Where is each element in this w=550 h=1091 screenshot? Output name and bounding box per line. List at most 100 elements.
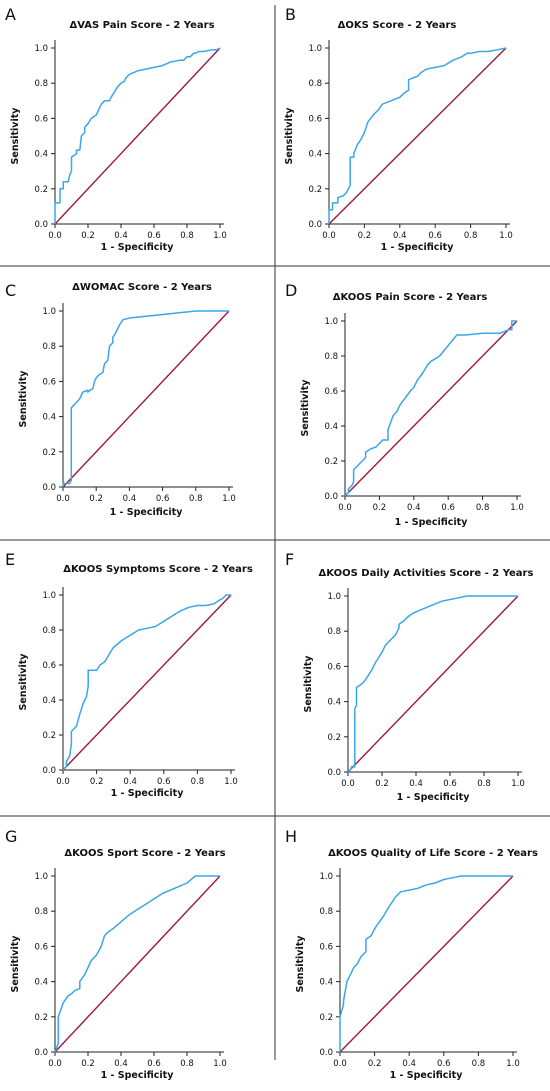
reference-line-a [54, 47, 221, 225]
y-tick-label: 0.6 [34, 114, 48, 124]
y-tick-label: 0.6 [327, 662, 341, 672]
panel-letter-g: G [5, 827, 17, 846]
panel-letter-d: D [285, 281, 297, 300]
y-tick-label: 0.2 [42, 448, 56, 458]
y-tick-label: 0.6 [42, 377, 56, 387]
y-tick-label: 0.8 [34, 79, 48, 89]
roc-curve-a [54, 47, 221, 224]
y-tick-label: 0.8 [308, 79, 322, 89]
y-tick-label: 0.2 [327, 733, 341, 743]
x-tick-label: 0.4 [393, 231, 407, 241]
x-tick-label: 0.0 [333, 1059, 347, 1069]
x-tick-label: 0.4 [123, 494, 137, 504]
y-tick-label: 0.8 [42, 626, 56, 636]
y-tick-label: 0.0 [308, 220, 322, 230]
x-axis-label-e: 1 - Specificity [111, 788, 185, 799]
x-axis-label-b: 1 - Specificity [381, 242, 455, 253]
chart-title-b: ΔOKS Score - 2 Years [338, 20, 457, 31]
x-tick-label: 1.0 [511, 779, 525, 789]
y-tick-label: 0.0 [319, 1048, 333, 1058]
y-axis-label-a: Sensitivity [10, 107, 21, 165]
x-tick-label: 0.8 [189, 494, 203, 504]
y-axis-label-d: Sensitivity [300, 379, 311, 437]
y-tick-label: 0.2 [324, 457, 338, 467]
x-tick-label: 1.0 [510, 503, 524, 513]
chart-panel-f: F ΔKOOS Daily Activities Score - 2 Years 0… [285, 550, 533, 803]
x-tick-label: 1.0 [222, 494, 236, 504]
y-tick-label: 0.4 [42, 696, 56, 706]
chart-panel-a: A ΔVAS Pain Score - 2 Years 0.0 0.2 0.4 0.6 0.… [5, 5, 227, 253]
y-tick-label: 0.6 [319, 942, 333, 952]
x-tick-label: 0.2 [358, 231, 372, 241]
reference-line-g [54, 875, 221, 1053]
x-tick-label: 0.8 [191, 777, 205, 787]
x-tick-label: 0.6 [441, 503, 455, 513]
panel-letter-e: E [5, 550, 15, 569]
x-axis-label-d: 1 - Specificity [395, 517, 469, 528]
y-tick-label: 0.0 [42, 483, 56, 493]
y-tick-label: 0.4 [34, 978, 48, 988]
y-tick-label: 1.0 [308, 44, 322, 54]
chart-panel-b: B ΔOKS Score - 2 Years 0.0 0.2 0.4 0.6 0.8 1.0 0… [284, 5, 513, 253]
x-axis-label-g: 1 - Specificity [101, 1070, 175, 1081]
roc-curve-d [344, 320, 517, 497]
chart-title-f: ΔKOOS Daily Activities Score - 2 Years [319, 568, 534, 579]
x-tick-label: 0.4 [402, 1059, 416, 1069]
y-axis-label-b: Sensitivity [284, 107, 295, 165]
y-tick-label: 1.0 [319, 872, 333, 882]
y-tick-label: 0.4 [324, 422, 338, 432]
chart-title-e: ΔKOOS Symptoms Score - 2 Years [63, 564, 253, 575]
x-tick-label: 0.8 [472, 1059, 486, 1069]
y-tick-label: 0.4 [327, 698, 341, 708]
x-tick-label: 0.6 [147, 1059, 161, 1069]
x-tick-label: 0.8 [180, 231, 194, 241]
roc-curve-f [347, 595, 518, 773]
x-tick-label: 0.6 [156, 494, 170, 504]
y-tick-label: 0.8 [319, 907, 333, 917]
y-tick-label: 1.0 [42, 591, 56, 601]
x-tick-label: 0.0 [322, 231, 336, 241]
x-axis-label-a: 1 - Specificity [101, 242, 175, 253]
y-tick-label: 1.0 [42, 307, 56, 317]
chart-panel-d: D ΔKOOS Pain Score - 2 Years 0.0 0.2 0.4 0.6 0… [285, 281, 524, 528]
reference-line-d [344, 320, 518, 497]
y-tick-label: 0.6 [324, 387, 338, 397]
x-tick-label: 0.2 [81, 1059, 95, 1069]
x-tick-label: 0.0 [341, 779, 355, 789]
reference-line-c [62, 310, 230, 488]
panel-letter-a: A [5, 5, 16, 24]
panel-letter-f: F [285, 550, 294, 569]
x-tick-label: 1.0 [499, 231, 513, 241]
x-tick-label: 0.8 [477, 779, 491, 789]
x-tick-label: 0.4 [123, 777, 137, 787]
roc-curve-c [62, 310, 229, 487]
y-tick-label: 0.8 [324, 352, 338, 362]
x-tick-label: 0.2 [375, 779, 389, 789]
y-tick-label: 0.2 [308, 185, 322, 195]
y-tick-label: 1.0 [34, 44, 48, 54]
x-tick-label: 0.2 [89, 494, 103, 504]
y-tick-label: 0.2 [319, 1013, 333, 1023]
chart-title-g: ΔKOOS Sport Score - 2 Years [64, 848, 225, 859]
x-tick-label: 0.0 [338, 503, 352, 513]
y-tick-label: 0.8 [34, 907, 48, 917]
chart-title-d: ΔKOOS Pain Score - 2 Years [333, 292, 488, 303]
x-tick-label: 1.0 [506, 1059, 520, 1069]
y-tick-label: 0.4 [42, 413, 56, 423]
panel-letter-h: H [285, 827, 297, 846]
x-tick-label: 0.4 [407, 503, 421, 513]
y-tick-label: 0.4 [319, 978, 333, 988]
x-tick-label: 0.4 [114, 1059, 128, 1069]
x-tick-label: 0.8 [180, 1059, 194, 1069]
x-tick-label: 0.8 [464, 231, 478, 241]
y-tick-label: 0.2 [42, 731, 56, 741]
x-tick-label: 0.2 [90, 777, 104, 787]
x-axis-label-h: 1 - Specificity [390, 1070, 464, 1081]
x-tick-label: 0.0 [48, 231, 62, 241]
y-tick-label: 0.4 [308, 150, 322, 160]
x-tick-label: 1.0 [224, 777, 238, 787]
y-axis-label-e: Sensitivity [18, 653, 29, 711]
x-tick-label: 0.2 [368, 1059, 382, 1069]
y-tick-label: 0.0 [34, 1048, 48, 1058]
